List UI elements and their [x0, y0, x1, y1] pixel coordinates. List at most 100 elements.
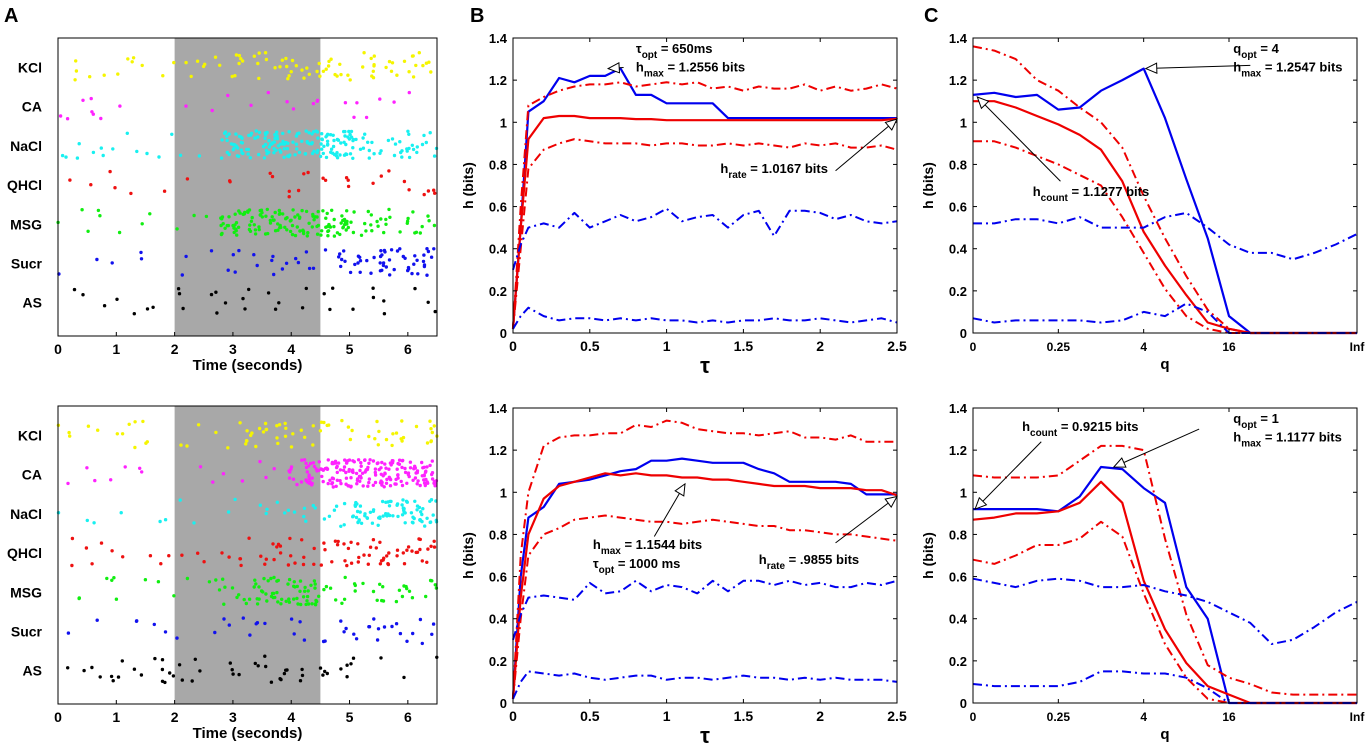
- spike-dot: [387, 467, 391, 471]
- spike-dot: [331, 477, 336, 481]
- x-tick-label: 2.5: [887, 338, 907, 354]
- spike-dot: [336, 461, 341, 465]
- spike-dot: [91, 150, 96, 155]
- spike-dot: [382, 230, 386, 235]
- spike-dot: [233, 74, 237, 78]
- spike-dot: [325, 143, 330, 147]
- spike-dot: [300, 458, 304, 462]
- spike-dot: [407, 90, 411, 95]
- spike-dot: [335, 470, 339, 475]
- spike-dot: [257, 585, 261, 589]
- spike-dot: [428, 131, 432, 135]
- spike-dot: [286, 141, 290, 145]
- series-line-3: [972, 520, 1357, 704]
- spike-dot: [209, 292, 214, 297]
- spike-dot: [409, 511, 414, 515]
- spike-dot: [418, 231, 422, 235]
- spike-dot: [360, 471, 365, 475]
- spike-dot: [298, 215, 302, 219]
- spike-dot: [383, 250, 387, 254]
- spike-dot: [348, 437, 353, 442]
- spike-dot: [290, 232, 295, 237]
- spike-dot: [414, 63, 418, 68]
- spike-dot: [68, 178, 72, 182]
- y-axis-label: h (bits): [460, 162, 476, 209]
- spike-dot: [338, 232, 342, 237]
- spike-dot: [295, 147, 299, 151]
- annotation-value: = 650ms: [657, 41, 712, 56]
- series-line-4: [973, 211, 1358, 261]
- spike-dot: [120, 659, 125, 663]
- spike-dot: [221, 472, 226, 476]
- spike-dot: [346, 225, 350, 230]
- spike-dot: [354, 471, 359, 476]
- spike-dot: [347, 129, 351, 134]
- spike-dot: [425, 516, 429, 520]
- spike-dot: [214, 290, 218, 294]
- spike-dot: [338, 479, 342, 483]
- spike-dot: [232, 230, 236, 235]
- spike-dot: [250, 431, 254, 435]
- spike-dot: [339, 221, 343, 225]
- spike-dot: [371, 286, 375, 290]
- spike-dot: [311, 212, 315, 217]
- annotation-subscript: opt: [599, 565, 615, 576]
- spike-dot: [282, 155, 286, 159]
- annotation-0: τopt = 650ms: [636, 41, 713, 61]
- spike-dot: [428, 578, 433, 583]
- spike-dot: [115, 297, 119, 301]
- spike-dot: [233, 143, 237, 147]
- spike-dot: [89, 183, 93, 187]
- spike-dot: [65, 117, 70, 121]
- annotation-value: = 0.9215 bits: [1057, 419, 1138, 434]
- spike-dot: [392, 100, 396, 104]
- y-tick-label: 0.4: [949, 612, 968, 627]
- spike-dot: [291, 140, 295, 144]
- spike-dot: [349, 561, 354, 565]
- spike-dot: [291, 208, 295, 212]
- spike-dot: [222, 602, 226, 606]
- spike-dot: [308, 480, 312, 484]
- chart-a1: KCl CA NaCl QHCl MSG Sucr AS 0 1 2 3 4 5 6 Time (secon…: [7, 37, 439, 374]
- spike-dot: [281, 131, 285, 136]
- spike-dot: [349, 662, 353, 666]
- x-tick-label: 0.25: [1047, 710, 1071, 724]
- spike-dot: [239, 148, 244, 152]
- spike-dot: [388, 513, 392, 518]
- spike-dot: [395, 467, 399, 471]
- spike-dot: [272, 467, 276, 471]
- x-axis-label: τ: [700, 723, 710, 748]
- spike-dot: [227, 623, 231, 627]
- spike-dot: [375, 461, 379, 466]
- spike-dot: [380, 460, 384, 465]
- spike-dot: [132, 312, 136, 316]
- spike-dot: [293, 561, 297, 565]
- spike-dot: [342, 630, 346, 634]
- x-tick-label: 1: [663, 338, 671, 354]
- spike-dot: [356, 560, 360, 564]
- spike-dot: [315, 69, 319, 74]
- spike-dot: [294, 256, 298, 261]
- spike-dot: [390, 137, 395, 141]
- spike-dot: [85, 518, 90, 523]
- spike-dot: [368, 545, 373, 549]
- spike-dot: [148, 554, 153, 558]
- series-line-4: [512, 579, 898, 641]
- spike-dot: [352, 632, 356, 636]
- spike-dot: [120, 432, 125, 436]
- spike-dot: [230, 74, 234, 79]
- spike-dot: [402, 562, 407, 566]
- spike-dot: [354, 500, 358, 505]
- spike-dot: [418, 547, 422, 552]
- spike-dot: [423, 483, 427, 488]
- spike-dot: [109, 674, 114, 679]
- x-tick-label: 0: [509, 708, 517, 724]
- spike-dot: [160, 667, 165, 672]
- spike-dot: [427, 219, 431, 223]
- spike-dot: [116, 72, 120, 76]
- spike-dot: [324, 584, 329, 589]
- spike-dot: [276, 578, 280, 583]
- spike-dot: [358, 468, 362, 473]
- spike-dot: [263, 621, 267, 626]
- spike-dot: [300, 673, 305, 678]
